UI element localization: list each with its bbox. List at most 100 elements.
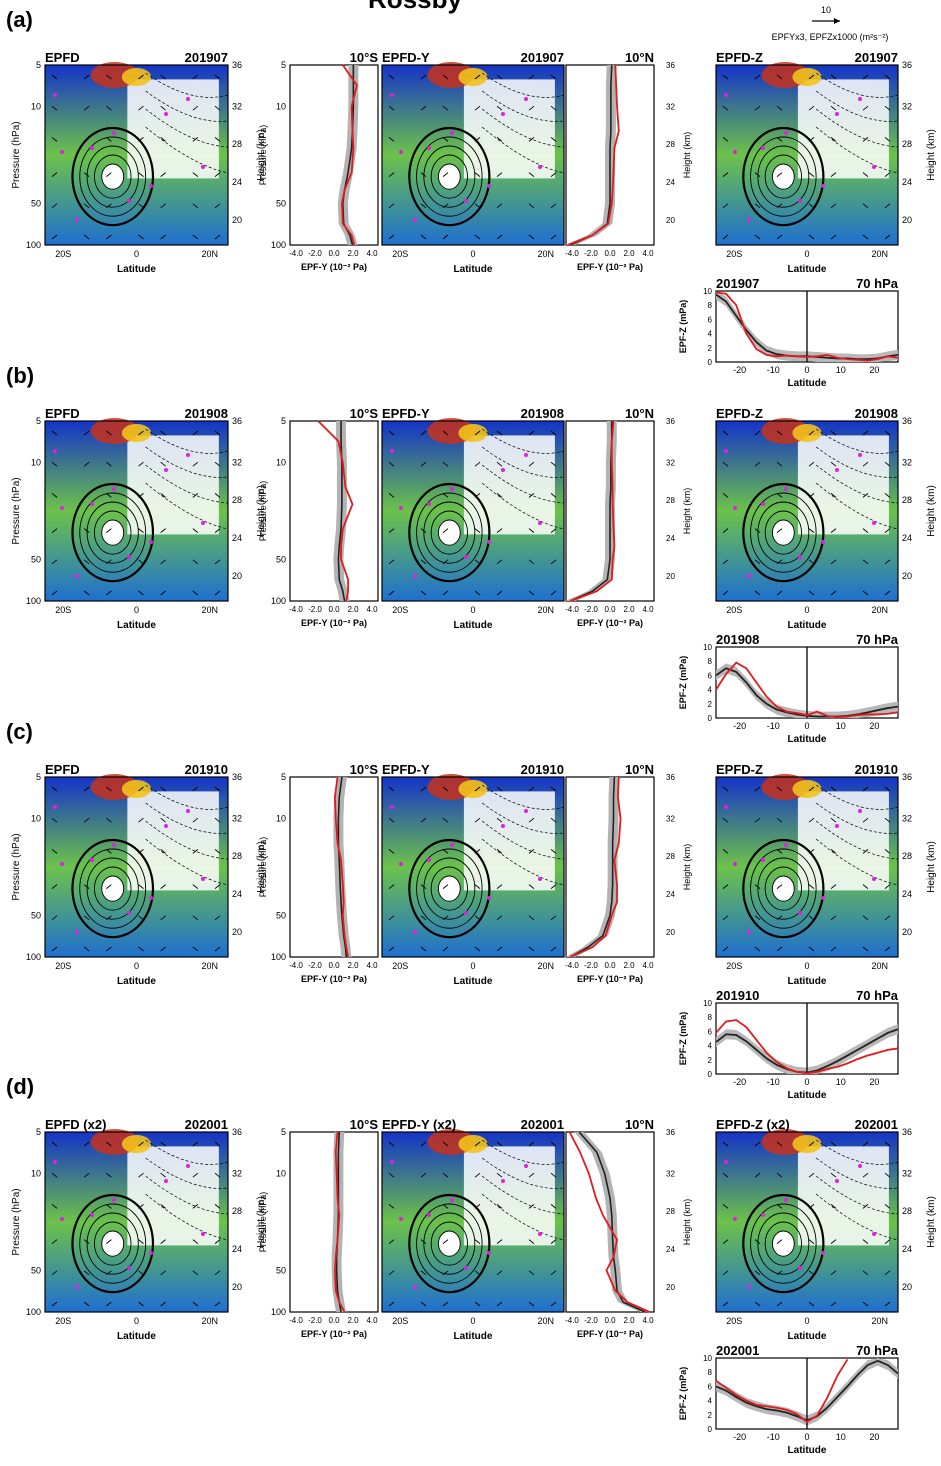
flux-arrow: [754, 590, 761, 596]
field-blank-region: [127, 1146, 219, 1246]
flux-arrow: [884, 461, 891, 467]
flux-arrow: [474, 884, 481, 889]
flux-arrow: [420, 74, 427, 80]
flux-arrow: [830, 528, 837, 533]
profile-axis-label: EPF-Y (10⁻² Pa): [301, 618, 367, 628]
flux-arrow: [51, 1301, 58, 1307]
significance-dot: [399, 1217, 403, 1221]
dashed-contour: [481, 1157, 565, 1189]
panel-frame: [715, 1131, 899, 1313]
height-axis-label: Height (km): [926, 129, 937, 181]
height-tick-label: 20: [666, 1283, 675, 1292]
flux-arrow: [808, 1239, 815, 1244]
flux-arrow: [388, 786, 395, 792]
dashed-contour: [481, 1193, 565, 1241]
dashed-contour: [145, 126, 229, 174]
pressure-axis-label: Pressure (hPa): [11, 121, 22, 188]
significance-dot: [201, 521, 205, 525]
profile-observed-line: [333, 776, 349, 958]
flux-arrow: [862, 946, 869, 952]
flux-arrow: [442, 430, 449, 436]
flux-arrow: [83, 137, 90, 142]
flux-arrow: [722, 849, 729, 854]
line-y-tick-label: 10: [703, 287, 712, 296]
flux-arrow: [474, 1172, 481, 1178]
panel-date: 201908: [855, 406, 898, 421]
significance-dot: [427, 1213, 431, 1217]
panel-letter: (a): [6, 7, 33, 32]
lat-tick-label: 20N: [872, 249, 889, 259]
profile-tick-label: -2.0: [584, 605, 598, 614]
flux-arrow: [442, 203, 449, 209]
flux-arrow: [722, 1172, 729, 1178]
flux-arrow: [214, 1270, 221, 1276]
panel-frame: [44, 64, 229, 246]
flux-arrow: [51, 849, 58, 854]
flux-arrow: [722, 493, 729, 498]
flux-arrow: [722, 786, 729, 792]
significance-dot: [798, 911, 802, 915]
height-tick-label: 32: [232, 1168, 242, 1178]
significance-dot: [747, 930, 751, 934]
field-blank-region: [127, 79, 219, 179]
dashed-contour: [815, 126, 899, 174]
dashed-contour: [145, 838, 229, 886]
flux-arrow: [528, 559, 535, 565]
line-x-tick-label: 0: [804, 721, 809, 731]
flux-arrow: [496, 430, 503, 436]
observed-line: [715, 1358, 849, 1423]
line-x-tick-label: -10: [767, 721, 780, 731]
significance-dot: [149, 184, 153, 188]
flux-arrow: [754, 203, 761, 209]
height-axis-label: Height (km): [926, 485, 937, 537]
significance-dot: [761, 858, 765, 862]
flux-arrow: [160, 817, 166, 823]
significance-dot: [872, 165, 876, 169]
line-y-axis-label: EPF-Z (mPa): [678, 1012, 688, 1066]
flux-arrow: [528, 493, 535, 498]
flux-arrow: [776, 137, 783, 142]
contour-line: [101, 1230, 125, 1257]
significance-dot: [835, 112, 839, 116]
profile-tick-label: 0.0: [328, 605, 340, 614]
flux-arrow: [192, 1301, 199, 1307]
height-tick-label: 20: [666, 572, 675, 581]
flux-arrow: [496, 849, 503, 854]
flux-arrow: [862, 203, 869, 209]
flux-arrow: [754, 786, 761, 792]
flux-arrow: [830, 430, 837, 436]
panel-frame: [44, 1131, 229, 1313]
profile-axis-label: EPF-Y (10⁻² Pa): [301, 1329, 367, 1339]
flux-arrow: [420, 461, 427, 467]
flux-arrow: [550, 1204, 557, 1209]
vector-legend-arrowhead: [834, 18, 840, 24]
line-y-tick-label: 6: [708, 315, 713, 324]
flux-arrow: [138, 1270, 144, 1276]
flux-arrow: [474, 1239, 481, 1244]
flux-arrow: [776, 74, 783, 80]
flux-arrow: [550, 1301, 557, 1307]
contour-line: [101, 163, 125, 190]
field-yellow-patch: [121, 1135, 152, 1153]
flux-arrow: [214, 105, 221, 111]
flux-arrow: [442, 137, 449, 142]
flux-arrow: [83, 817, 90, 823]
flux-arrow: [528, 1239, 535, 1244]
line-y-tick-label: 10: [703, 999, 712, 1008]
flux-arrow: [808, 137, 815, 142]
significance-dot: [501, 112, 505, 116]
dashed-contour: [815, 838, 899, 886]
flux-arrow: [420, 493, 427, 498]
flux-arrow: [106, 528, 112, 533]
flux-arrow: [160, 590, 166, 596]
flux-arrow: [884, 1270, 891, 1276]
pressure-tick-label: 50: [31, 198, 41, 208]
height-tick-label: 20: [902, 571, 912, 581]
profile-observed-line: [568, 1131, 650, 1313]
flux-arrow: [106, 105, 112, 111]
flux-arrow: [550, 884, 557, 889]
height-tick-label: 36: [666, 773, 675, 782]
lat-axis-label: Latitude: [454, 264, 493, 275]
